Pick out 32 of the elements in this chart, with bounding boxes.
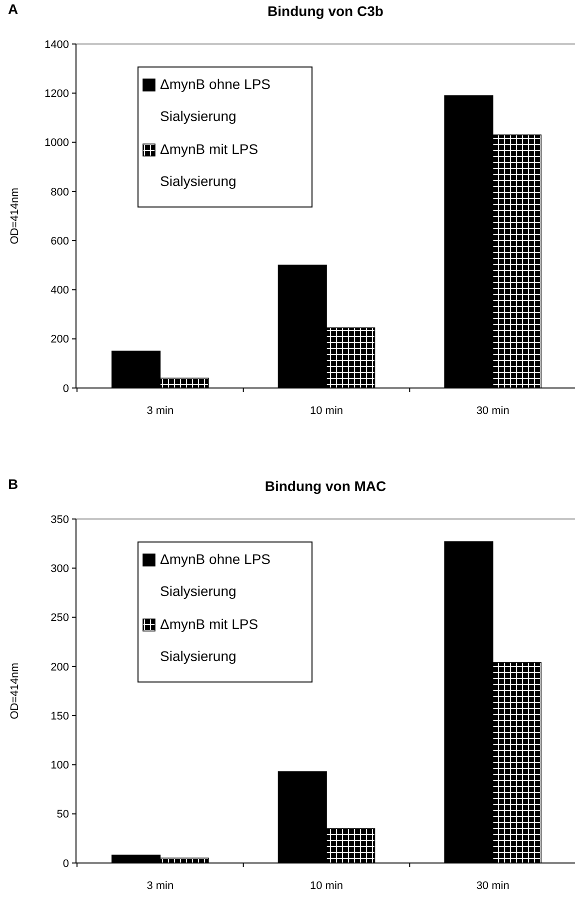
y-tick-label: 400 [50,284,69,297]
legend-label: ΔmynB mit LPS Sialysierung [160,616,258,664]
y-tick-label: 100 [50,760,69,772]
y-tick-label: 350 [50,514,69,526]
x-tick-label: 30 min [476,880,510,892]
y-tick-label: 200 [50,334,69,346]
y-axis-title: OD=414nm [9,662,21,720]
x-tick-label: 30 min [476,405,510,417]
chart-title: Bindung von MAC [264,478,386,494]
y-tick-label: 300 [50,562,69,575]
y-tick-label: 150 [50,710,69,722]
y-tick-label: 600 [50,235,69,248]
y-tick-label: 1000 [44,137,69,150]
text: A [8,1,18,17]
chart-title: Bindung von C3b [268,3,384,19]
y-tick-label: 0 [62,858,69,870]
x-tick-label: 3 min [146,880,174,892]
legend-label: ΔmynB mit LPS Sialysierung [160,141,258,189]
y-tick-label: 1200 [44,88,69,100]
x-tick-label: 3 min [146,405,174,417]
legend-label: ΔmynB ohne LPS Sialysierung [160,76,271,124]
x-tick-label: 10 min [310,880,344,892]
y-axis-title: OD=414nm [9,188,21,244]
y-tick-label: 200 [50,661,69,674]
text: B [8,476,18,492]
y-tick-label: 50 [56,808,69,821]
y-tick-label: 1400 [44,38,69,51]
y-tick-label: 0 [62,382,69,395]
x-tick-label: 10 min [310,405,344,417]
legend-label: ΔmynB ohne LPS Sialysierung [160,551,271,599]
y-tick-label: 800 [50,186,69,198]
y-tick-label: 250 [50,612,69,624]
